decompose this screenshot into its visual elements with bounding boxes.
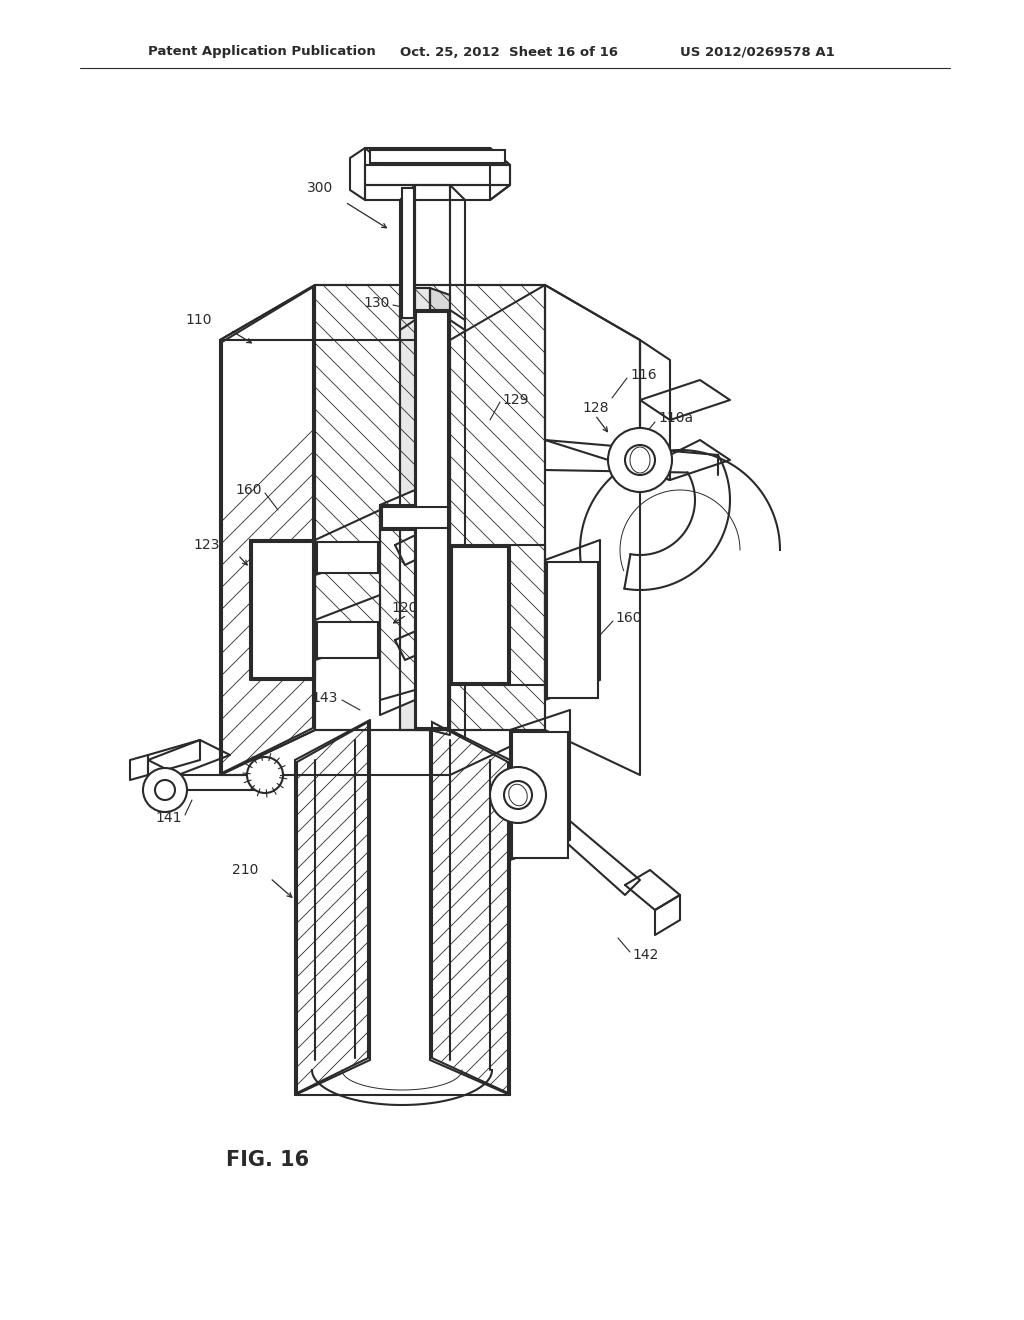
Circle shape	[608, 428, 672, 492]
PathPatch shape	[452, 546, 508, 682]
Circle shape	[504, 781, 532, 809]
Polygon shape	[350, 148, 365, 201]
Polygon shape	[380, 506, 450, 531]
Polygon shape	[148, 741, 230, 775]
Circle shape	[155, 780, 175, 800]
Polygon shape	[505, 545, 545, 685]
Polygon shape	[415, 310, 450, 730]
Text: 110a: 110a	[658, 411, 693, 425]
Polygon shape	[545, 285, 640, 470]
Polygon shape	[545, 540, 600, 700]
PathPatch shape	[317, 543, 378, 573]
Text: Oct. 25, 2012  Sheet 16 of 16: Oct. 25, 2012 Sheet 16 of 16	[400, 45, 618, 58]
Polygon shape	[380, 506, 450, 700]
PathPatch shape	[416, 312, 449, 729]
Circle shape	[247, 756, 283, 793]
Polygon shape	[450, 185, 465, 330]
Polygon shape	[315, 595, 380, 660]
Polygon shape	[415, 185, 450, 319]
Text: 130: 130	[364, 296, 390, 310]
Polygon shape	[395, 624, 440, 660]
Text: 110: 110	[185, 313, 212, 327]
Polygon shape	[220, 730, 545, 775]
PathPatch shape	[402, 187, 414, 318]
Polygon shape	[365, 165, 510, 185]
Text: FIG. 16: FIG. 16	[226, 1150, 309, 1170]
Polygon shape	[148, 741, 200, 775]
Polygon shape	[430, 288, 450, 735]
Circle shape	[625, 445, 655, 475]
Polygon shape	[430, 719, 510, 1096]
Text: US 2012/0269578 A1: US 2012/0269578 A1	[680, 45, 835, 58]
Text: 160: 160	[615, 611, 641, 624]
Text: 160: 160	[482, 620, 509, 635]
PathPatch shape	[382, 507, 449, 528]
Polygon shape	[270, 545, 315, 675]
Text: 210: 210	[231, 863, 258, 876]
Polygon shape	[400, 288, 430, 730]
Polygon shape	[380, 490, 415, 715]
Text: Patent Application Publication: Patent Application Publication	[148, 45, 376, 58]
Text: 123: 123	[194, 539, 220, 552]
Text: 300: 300	[307, 181, 333, 195]
Polygon shape	[130, 755, 148, 780]
Polygon shape	[490, 148, 510, 201]
Circle shape	[143, 768, 187, 812]
Text: 116: 116	[630, 368, 656, 381]
Polygon shape	[545, 285, 640, 775]
Polygon shape	[640, 380, 730, 420]
Polygon shape	[315, 285, 545, 730]
Polygon shape	[450, 310, 465, 738]
PathPatch shape	[252, 543, 313, 678]
PathPatch shape	[547, 562, 598, 698]
PathPatch shape	[370, 150, 505, 162]
Text: 128: 128	[582, 401, 608, 414]
Polygon shape	[365, 148, 510, 165]
Text: 160: 160	[236, 483, 262, 498]
Polygon shape	[395, 528, 440, 565]
Polygon shape	[625, 870, 680, 909]
Text: 142: 142	[632, 948, 658, 962]
PathPatch shape	[512, 733, 568, 858]
Polygon shape	[250, 540, 315, 680]
Text: 129: 129	[502, 393, 528, 407]
PathPatch shape	[317, 622, 378, 657]
Polygon shape	[450, 545, 510, 685]
Text: 143: 143	[311, 690, 338, 705]
Polygon shape	[655, 895, 680, 935]
Circle shape	[490, 767, 546, 822]
Polygon shape	[640, 341, 670, 480]
Polygon shape	[365, 185, 510, 201]
Text: 120: 120	[391, 601, 418, 615]
Polygon shape	[400, 185, 415, 330]
Polygon shape	[640, 440, 730, 480]
Polygon shape	[295, 719, 370, 1096]
Polygon shape	[220, 285, 545, 341]
Polygon shape	[510, 710, 570, 861]
Polygon shape	[220, 285, 315, 775]
Polygon shape	[315, 510, 380, 576]
Polygon shape	[530, 800, 640, 895]
Text: 141: 141	[156, 810, 182, 825]
